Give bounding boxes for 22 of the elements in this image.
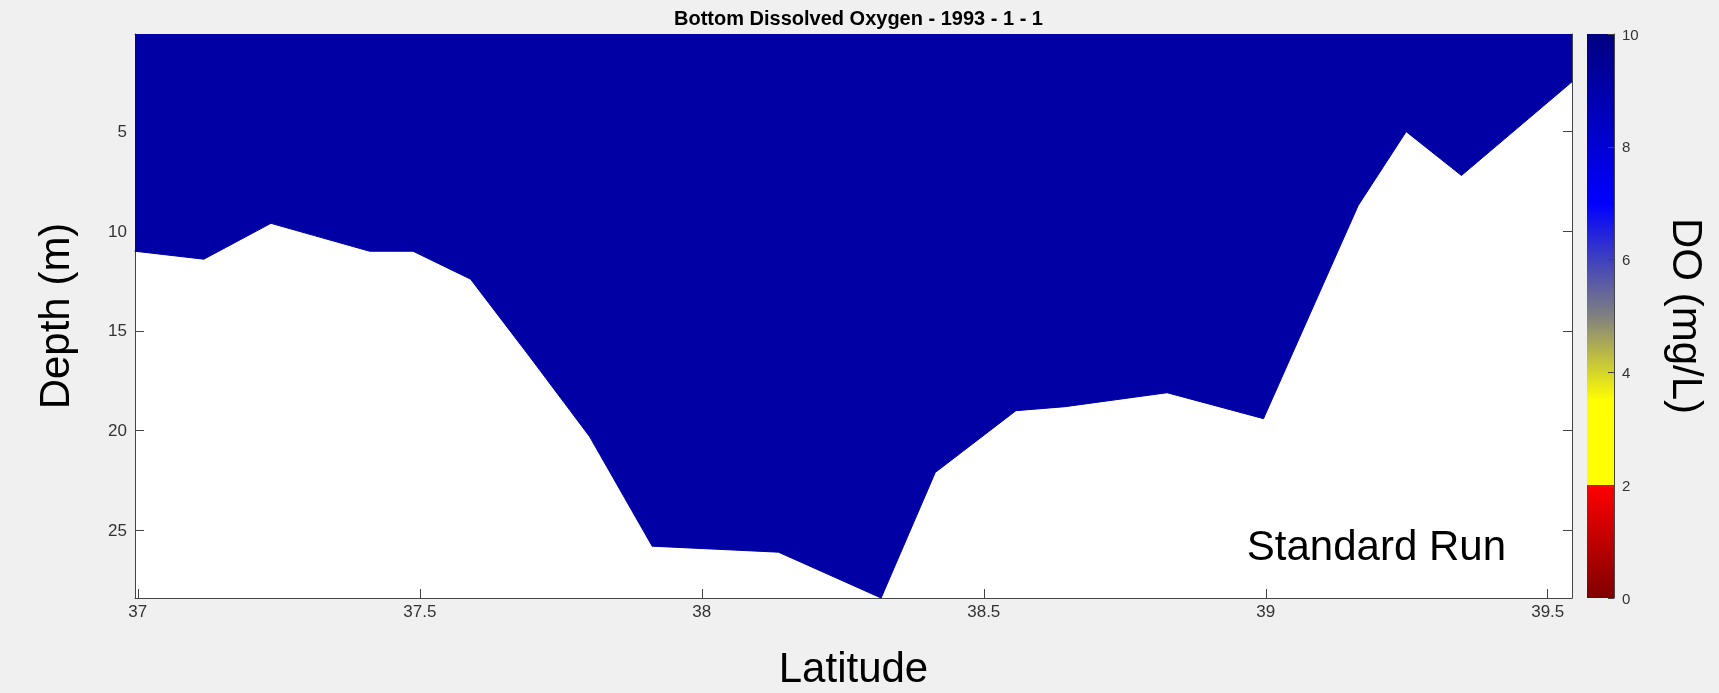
y-tick-label: 10 (108, 221, 127, 241)
x-tick-label: 37.5 (403, 602, 437, 621)
x-tick-label: 38.5 (967, 602, 1001, 621)
x-axis-title: Latitude (778, 643, 929, 691)
color-bar-label: 2 (1622, 476, 1631, 494)
y-tick-label: 5 (117, 122, 127, 142)
annotation: Standard Run (1246, 521, 1506, 569)
x-tick-label: 37 (128, 602, 148, 621)
y-tick-label: 15 (108, 321, 127, 341)
color-bar-label: 4 (1622, 363, 1631, 381)
color-bar-label: 10 (1622, 25, 1639, 43)
chart-title: Bottom Dissolved Oxygen - 1993 - 1 - 1 (674, 7, 1043, 29)
x-tick-label: 38 (692, 602, 712, 621)
color-bar-title: DO (mg/L) (1663, 217, 1711, 415)
color-bar-label: 6 (1622, 251, 1631, 269)
y-tick-label: 25 (108, 520, 127, 540)
x-tick-label: 39 (1256, 602, 1276, 621)
color-bar-label: 0 (1622, 589, 1631, 607)
y-tick-label: 20 (108, 421, 127, 441)
color-bar-label: 8 (1622, 138, 1631, 156)
x-tick-label: 39.5 (1531, 602, 1565, 621)
y-axis-title: Depth (m) (30, 222, 78, 410)
